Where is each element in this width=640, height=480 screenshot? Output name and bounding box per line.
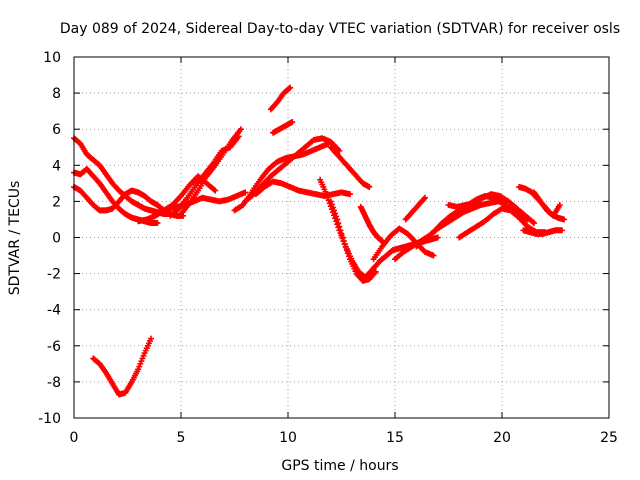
series-sat-22: [445, 191, 538, 227]
data-point: [324, 194, 331, 201]
y-tick-label: -2: [47, 267, 61, 283]
x-axis-label: GPS time / hours: [281, 458, 398, 474]
data-point: [347, 191, 354, 198]
x-tick-label: 5: [177, 430, 186, 446]
x-tick-label: 15: [386, 430, 404, 446]
y-tick-label: 2: [52, 194, 61, 210]
series-sat-2: [71, 165, 161, 227]
x-tick-labels: 0 5 10 15 20 25: [70, 430, 618, 446]
data-point: [287, 84, 294, 91]
series-sat-11: [252, 178, 354, 199]
series-sat-14: [327, 144, 373, 190]
grid-layer: [74, 57, 609, 418]
series-sat-26: [531, 189, 563, 219]
data-point: [154, 220, 161, 227]
data-point: [148, 335, 155, 342]
data-point: [212, 187, 219, 194]
series-sat-24: [520, 227, 565, 237]
series-sat-17: [357, 203, 386, 245]
y-tick-label: -10: [38, 411, 61, 427]
x-tick-label: 25: [600, 430, 618, 446]
y-tick-label: -8: [47, 375, 61, 391]
data-point: [327, 203, 334, 210]
series-sat-13: [270, 118, 296, 136]
x-tick-label: 10: [279, 430, 297, 446]
y-tick-label: 8: [52, 86, 61, 102]
data-point: [336, 147, 343, 154]
axis-ticks: [73, 56, 610, 419]
y-tick-label: 6: [52, 122, 61, 138]
x-tick-label: 0: [70, 430, 79, 446]
series-sat-3: [71, 183, 167, 214]
x-tick-label: 20: [493, 430, 511, 446]
y-tick-label: 4: [52, 158, 61, 174]
data-point: [329, 209, 336, 216]
series-sat-19: [370, 225, 437, 263]
data-point: [326, 200, 333, 207]
data-point: [328, 206, 335, 213]
data-point: [325, 197, 332, 204]
data-point: [372, 268, 379, 275]
series-sat-1: [71, 135, 187, 219]
data-point: [237, 126, 244, 133]
data-point: [434, 234, 441, 241]
data-point: [430, 252, 437, 259]
data-point: [289, 118, 296, 125]
y-tick-label: -6: [47, 339, 61, 355]
data-point: [421, 194, 428, 201]
y-axis-label: SDTVAR / TECUs: [7, 181, 23, 296]
y-tick-label: 10: [43, 50, 61, 66]
y-tick-labels: -10 -8 -6 -4 -2 0 2 4 6 8 10: [38, 50, 61, 427]
series-sat-27: [402, 194, 428, 223]
series-sat-8: [178, 126, 244, 218]
series-sat-4: [90, 335, 155, 398]
data-point: [333, 218, 340, 225]
data-point: [558, 227, 565, 234]
data-point: [331, 212, 338, 219]
data-point: [334, 221, 341, 228]
data-point: [360, 273, 367, 280]
data-point: [556, 202, 563, 209]
series-sat-12: [267, 84, 294, 113]
data-point: [286, 85, 293, 92]
y-tick-label: -4: [47, 303, 61, 319]
data-point: [323, 191, 330, 198]
data-point: [531, 220, 538, 227]
data-marks: [71, 84, 568, 398]
data-point: [561, 216, 568, 223]
data-point: [366, 183, 373, 190]
data-point: [335, 224, 342, 231]
data-point: [332, 215, 339, 222]
y-tick-label: 0: [52, 231, 61, 247]
data-point: [242, 189, 249, 196]
chart-title: Day 089 of 2024, Sidereal Day-to-day VTE…: [60, 21, 620, 37]
